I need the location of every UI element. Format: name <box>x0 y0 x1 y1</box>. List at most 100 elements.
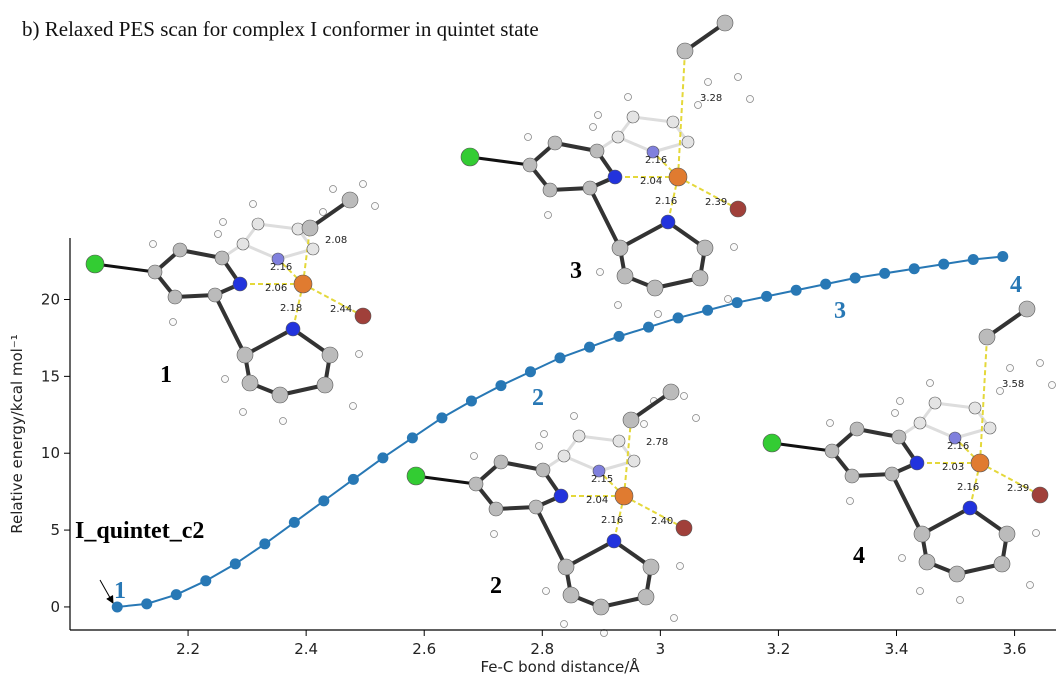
atom <box>543 183 557 197</box>
atom <box>548 136 562 150</box>
hydrogen-atom <box>350 403 357 410</box>
x-tick-label: 2.4 <box>294 640 318 658</box>
point <box>318 495 329 506</box>
hydrogen-atom <box>927 380 934 387</box>
hydrogen-atom <box>541 431 548 438</box>
atom <box>667 116 679 128</box>
atom <box>86 255 104 273</box>
distance-label: 2.16 <box>645 155 667 166</box>
distance-label: 2.06 <box>265 283 287 294</box>
atom <box>910 456 924 470</box>
point-label: 3 <box>834 298 846 324</box>
hydrogen-atom <box>681 393 688 400</box>
atom <box>407 467 425 485</box>
atom <box>252 218 264 230</box>
atom <box>307 243 319 255</box>
hydrogen-atom <box>897 398 904 405</box>
chart-title: b) Relaxed PES scan for complex I confor… <box>22 17 539 41</box>
point <box>525 366 536 377</box>
distance-label: 2.16 <box>947 441 969 452</box>
atom <box>979 329 995 345</box>
hydrogen-atom <box>590 124 597 131</box>
atom <box>638 589 654 605</box>
distance-label: 2.03 <box>942 462 964 473</box>
hydrogen-atom <box>250 201 257 208</box>
atom <box>763 434 781 452</box>
distance-label: 2.08 <box>325 235 347 246</box>
distance-label: 2.04 <box>586 495 608 506</box>
atom <box>628 455 640 467</box>
atom <box>302 220 318 236</box>
atom <box>355 308 371 324</box>
atom <box>237 238 249 250</box>
point <box>820 279 831 290</box>
distance-label: 2.16 <box>270 262 292 273</box>
point <box>436 412 447 423</box>
atom <box>529 500 543 514</box>
atom <box>608 170 622 184</box>
coordination-bond <box>980 337 987 463</box>
atom <box>663 384 679 400</box>
atom <box>558 450 570 462</box>
hydrogen-atom <box>655 311 662 318</box>
atom <box>148 265 162 279</box>
hydrogen-atom <box>525 134 532 141</box>
atom <box>676 520 692 536</box>
y-tick-label: 15 <box>41 367 60 385</box>
atom <box>558 559 574 575</box>
hydrogen-atom <box>330 186 337 193</box>
point <box>850 272 861 283</box>
distance-label: 2.39 <box>1007 483 1029 494</box>
atom <box>627 111 639 123</box>
y-tick-label: 10 <box>41 444 60 462</box>
atom <box>573 430 585 442</box>
point <box>702 305 713 316</box>
bond <box>892 474 922 534</box>
atom <box>1032 487 1048 503</box>
atom <box>317 377 333 393</box>
distance-label: 2.15 <box>591 474 613 485</box>
x-tick-label: 3 <box>656 640 666 658</box>
hydrogen-atom <box>625 94 632 101</box>
atom <box>692 270 708 286</box>
point <box>643 322 654 333</box>
atom <box>294 275 312 293</box>
x-tick-label: 3.2 <box>767 640 791 658</box>
hydrogen-atom <box>1037 360 1044 367</box>
atom <box>845 469 859 483</box>
point <box>495 380 506 391</box>
hydrogen-atom <box>215 231 222 238</box>
atom <box>885 467 899 481</box>
y-tick-label: 20 <box>41 290 60 308</box>
atom <box>623 412 639 428</box>
bond <box>590 188 620 248</box>
atom <box>173 243 187 257</box>
point <box>909 263 920 274</box>
atom <box>717 15 733 31</box>
point <box>200 575 211 586</box>
atom <box>647 280 663 296</box>
atom <box>669 168 687 186</box>
atom <box>242 375 258 391</box>
hydrogen-atom <box>491 531 498 538</box>
atom <box>607 534 621 548</box>
atom <box>583 181 597 195</box>
hydrogen-atom <box>957 597 964 604</box>
point-label: 1 <box>114 578 126 604</box>
structure-label: 1 <box>160 362 172 388</box>
x-axis-label: Fe-C bond distance/Å <box>480 657 640 676</box>
hydrogen-atom <box>372 203 379 210</box>
atom <box>593 599 609 615</box>
atom <box>342 192 358 208</box>
x-tick-label: 2.6 <box>412 640 436 658</box>
hydrogen-atom <box>561 621 568 628</box>
point-label: 4 <box>1010 272 1022 298</box>
chart: b) Relaxed PES scan for complex I confor… <box>0 0 1056 684</box>
atom <box>971 454 989 472</box>
atom <box>590 144 604 158</box>
atom <box>612 240 628 256</box>
atom <box>615 487 633 505</box>
hydrogen-atom <box>892 410 899 417</box>
atom <box>322 347 338 363</box>
hydrogen-atom <box>705 79 712 86</box>
